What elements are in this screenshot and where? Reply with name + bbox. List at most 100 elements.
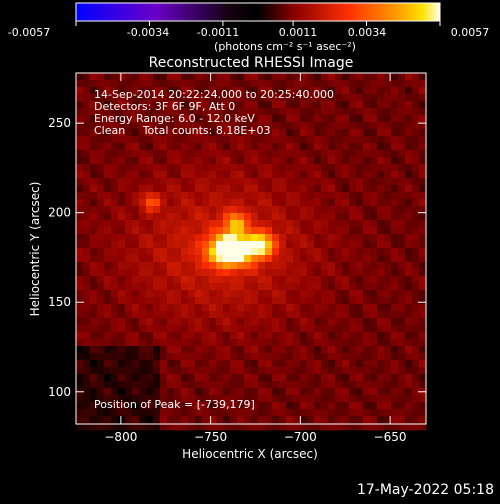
heatmap-cell xyxy=(111,374,119,382)
heatmap-cell xyxy=(419,339,427,347)
heatmap-cell xyxy=(167,248,175,256)
heatmap-cell xyxy=(132,227,140,235)
heatmap-cell xyxy=(356,73,364,81)
heatmap-cell xyxy=(244,353,252,361)
heatmap-cell xyxy=(321,395,329,403)
heatmap-cell xyxy=(265,164,273,172)
heatmap-cell xyxy=(293,157,301,165)
heatmap-cell xyxy=(153,248,161,256)
heatmap-cell xyxy=(76,332,84,340)
heatmap-cell xyxy=(202,395,210,403)
heatmap-cell xyxy=(293,367,301,375)
heatmap-cell xyxy=(384,395,392,403)
heatmap-cell xyxy=(237,318,245,326)
heatmap-cell xyxy=(405,213,413,221)
heatmap-cell xyxy=(104,255,112,263)
heatmap-cell xyxy=(412,402,420,410)
heatmap-cell xyxy=(398,290,406,298)
heatmap-cell xyxy=(139,276,147,284)
heatmap-cell xyxy=(153,304,161,312)
heatmap-cell xyxy=(342,360,350,368)
heatmap-cell xyxy=(349,234,357,242)
heatmap-cell xyxy=(160,367,168,375)
heatmap-cell xyxy=(251,164,259,172)
heatmap-cell xyxy=(132,395,140,403)
heatmap-cell xyxy=(405,143,413,151)
heatmap-cell xyxy=(202,171,210,179)
heatmap-cell xyxy=(223,122,231,130)
heatmap-cell xyxy=(195,409,203,417)
heatmap-cell xyxy=(146,87,154,95)
heatmap-cell xyxy=(90,311,98,319)
heatmap-cell xyxy=(349,297,357,305)
heatmap-cell xyxy=(237,346,245,354)
heatmap-cell xyxy=(265,318,273,326)
heatmap-cell xyxy=(244,94,252,102)
heatmap-cell xyxy=(153,178,161,186)
heatmap-cell xyxy=(377,297,385,305)
heatmap-cell xyxy=(244,206,252,214)
heatmap-cell xyxy=(335,353,343,361)
heatmap-cell xyxy=(251,332,259,340)
heatmap-cell xyxy=(181,276,189,284)
heatmap-cell xyxy=(279,87,287,95)
heatmap-cell xyxy=(300,409,308,417)
heatmap-cell xyxy=(412,332,420,340)
heatmap-cell xyxy=(97,122,105,130)
heatmap-cell xyxy=(104,108,112,116)
heatmap-cell xyxy=(314,255,322,263)
heatmap-cell xyxy=(125,360,133,368)
heatmap-cell xyxy=(230,94,238,102)
heatmap-cell xyxy=(118,297,126,305)
heatmap-cell xyxy=(146,108,154,116)
heatmap-cell xyxy=(258,248,266,256)
heatmap-cell xyxy=(237,164,245,172)
heatmap-cell xyxy=(132,332,140,340)
heatmap-cell xyxy=(216,325,224,333)
heatmap-cell xyxy=(265,374,273,382)
heatmap-cell xyxy=(356,325,364,333)
heatmap-cell xyxy=(76,73,84,81)
heatmap-cell xyxy=(230,143,238,151)
heatmap-cell xyxy=(83,311,91,319)
heatmap-cell xyxy=(398,311,406,319)
heatmap-cell xyxy=(363,325,371,333)
heatmap-cell xyxy=(230,157,238,165)
heatmap-cell xyxy=(349,395,357,403)
heatmap-cell xyxy=(188,87,196,95)
heatmap-cell xyxy=(356,262,364,270)
heatmap-cell xyxy=(195,290,203,298)
heatmap-cell xyxy=(272,346,280,354)
heatmap-cell xyxy=(279,185,287,193)
heatmap-cell xyxy=(104,150,112,158)
heatmap-cell xyxy=(300,94,308,102)
heatmap-cell xyxy=(195,360,203,368)
heatmap-cell xyxy=(251,157,259,165)
heatmap-cell xyxy=(370,325,378,333)
heatmap-cell xyxy=(118,325,126,333)
heatmap-cell xyxy=(321,290,329,298)
heatmap-cell xyxy=(167,213,175,221)
heatmap-cell xyxy=(230,185,238,193)
heatmap-cell xyxy=(377,94,385,102)
heatmap-cell xyxy=(321,171,329,179)
heatmap-cell xyxy=(118,360,126,368)
heatmap-cell xyxy=(293,416,301,424)
heatmap-cell xyxy=(398,192,406,200)
heatmap-cell xyxy=(314,122,322,130)
heatmap-cell xyxy=(307,164,315,172)
heatmap-cell xyxy=(405,255,413,263)
heatmap-cell xyxy=(265,304,273,312)
heatmap-cell xyxy=(181,164,189,172)
heatmap-cell xyxy=(209,171,217,179)
heatmap-cell xyxy=(244,409,252,417)
heatmap-cell xyxy=(181,122,189,130)
heatmap-cell xyxy=(412,115,420,123)
heatmap-cell xyxy=(111,381,119,389)
heatmap-cell xyxy=(230,199,238,207)
heatmap-cell xyxy=(363,395,371,403)
heatmap-cell xyxy=(167,206,175,214)
heatmap-cell xyxy=(328,80,336,88)
heatmap-cell xyxy=(258,206,266,214)
heatmap-cell xyxy=(230,395,238,403)
